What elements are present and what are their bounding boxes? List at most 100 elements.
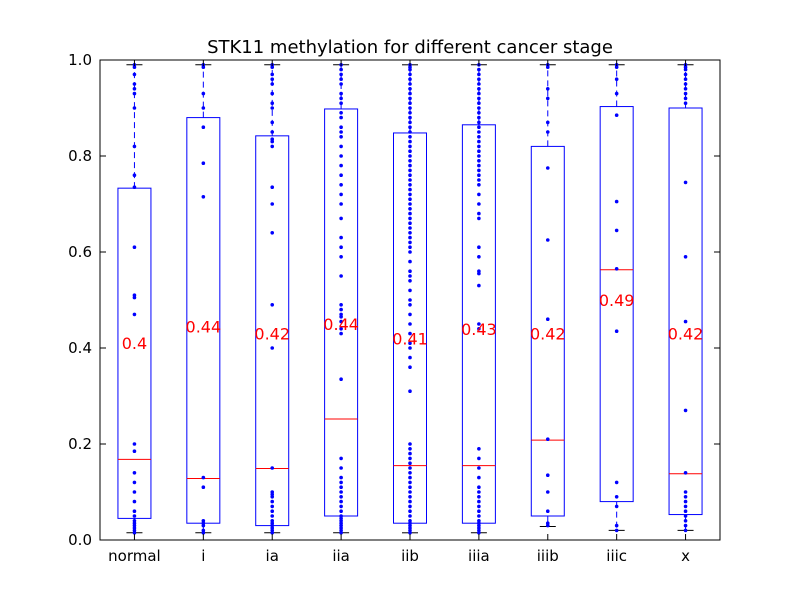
data-point bbox=[408, 485, 412, 490]
data-point bbox=[477, 504, 481, 509]
data-point bbox=[132, 514, 137, 518]
data-point bbox=[545, 523, 550, 528]
data-point bbox=[477, 139, 481, 144]
data-point bbox=[477, 77, 481, 81]
data-point bbox=[477, 130, 481, 134]
data-point bbox=[408, 96, 412, 101]
mean-label: 0.42 bbox=[668, 325, 704, 344]
data-point bbox=[270, 509, 275, 513]
data-point bbox=[408, 211, 412, 216]
data-point bbox=[270, 144, 275, 149]
data-point bbox=[683, 180, 688, 185]
data-point bbox=[339, 82, 343, 86]
data-point bbox=[408, 288, 412, 293]
box-group-x: 0.42 bbox=[668, 63, 704, 533]
data-point bbox=[408, 365, 412, 370]
data-point bbox=[477, 514, 481, 518]
data-point bbox=[408, 154, 412, 158]
data-point bbox=[201, 475, 206, 480]
data-point bbox=[339, 490, 343, 494]
data-point bbox=[477, 154, 481, 158]
data-point bbox=[477, 211, 481, 216]
data-point bbox=[408, 451, 412, 456]
data-point bbox=[132, 72, 137, 77]
data-point bbox=[270, 202, 275, 206]
data-point bbox=[545, 87, 550, 91]
data-point bbox=[408, 192, 412, 197]
data-point bbox=[408, 461, 412, 466]
data-point bbox=[477, 96, 481, 101]
data-point bbox=[477, 254, 481, 259]
data-point bbox=[408, 531, 412, 535]
x-tick-label: iiib bbox=[537, 547, 559, 565]
data-point bbox=[614, 228, 619, 233]
data-point bbox=[201, 195, 206, 199]
data-point bbox=[270, 231, 275, 235]
x-tick-label: x bbox=[681, 547, 690, 565]
data-point bbox=[545, 509, 550, 513]
data-point bbox=[132, 87, 137, 91]
data-point bbox=[270, 139, 275, 144]
data-point bbox=[132, 65, 137, 69]
data-point bbox=[477, 456, 481, 461]
data-point bbox=[408, 456, 412, 461]
data-point bbox=[477, 192, 481, 197]
data-point bbox=[339, 274, 343, 278]
y-tick-label: 0.0 bbox=[68, 531, 92, 549]
data-point bbox=[408, 82, 412, 86]
data-point bbox=[270, 346, 275, 350]
data-point bbox=[408, 312, 412, 317]
data-point bbox=[339, 307, 343, 312]
data-point bbox=[339, 485, 343, 490]
data-point bbox=[408, 250, 412, 254]
data-point bbox=[339, 192, 343, 197]
data-point bbox=[614, 504, 619, 509]
data-point bbox=[339, 475, 343, 480]
data-point bbox=[201, 91, 206, 96]
box-rect bbox=[530, 145, 565, 517]
data-point bbox=[408, 168, 412, 173]
data-point bbox=[614, 495, 619, 499]
data-point bbox=[339, 509, 343, 513]
data-point bbox=[408, 279, 412, 283]
data-point bbox=[408, 135, 412, 139]
data-point bbox=[477, 495, 481, 499]
data-point bbox=[477, 509, 481, 513]
data-point bbox=[408, 87, 412, 91]
data-point bbox=[477, 183, 481, 187]
data-point bbox=[408, 183, 412, 187]
data-point bbox=[477, 466, 481, 470]
data-point bbox=[408, 471, 412, 475]
data-point bbox=[408, 159, 412, 163]
data-point bbox=[477, 271, 481, 276]
data-point bbox=[339, 135, 343, 139]
data-point bbox=[408, 245, 412, 249]
data-point bbox=[408, 178, 412, 182]
data-point bbox=[408, 67, 412, 72]
box-group-i: 0.44 bbox=[186, 63, 221, 535]
data-point bbox=[132, 106, 137, 110]
data-point bbox=[683, 319, 688, 324]
data-point bbox=[477, 149, 481, 153]
data-point bbox=[408, 490, 412, 494]
data-point bbox=[339, 72, 343, 77]
data-point bbox=[408, 504, 412, 509]
data-point bbox=[477, 245, 481, 249]
data-point bbox=[339, 504, 343, 509]
data-point bbox=[132, 144, 137, 149]
data-point bbox=[270, 77, 275, 81]
data-point bbox=[408, 72, 412, 77]
data-point bbox=[477, 125, 481, 129]
data-point bbox=[408, 106, 412, 110]
data-point bbox=[270, 106, 275, 110]
data-point bbox=[683, 77, 688, 81]
data-point bbox=[683, 91, 688, 96]
data-point bbox=[477, 159, 481, 163]
mean-label: 0.41 bbox=[392, 329, 428, 348]
data-point bbox=[408, 221, 412, 225]
data-point bbox=[270, 82, 275, 86]
data-point bbox=[408, 346, 412, 350]
data-point bbox=[408, 149, 412, 153]
data-point bbox=[477, 202, 481, 206]
data-point bbox=[408, 202, 412, 206]
